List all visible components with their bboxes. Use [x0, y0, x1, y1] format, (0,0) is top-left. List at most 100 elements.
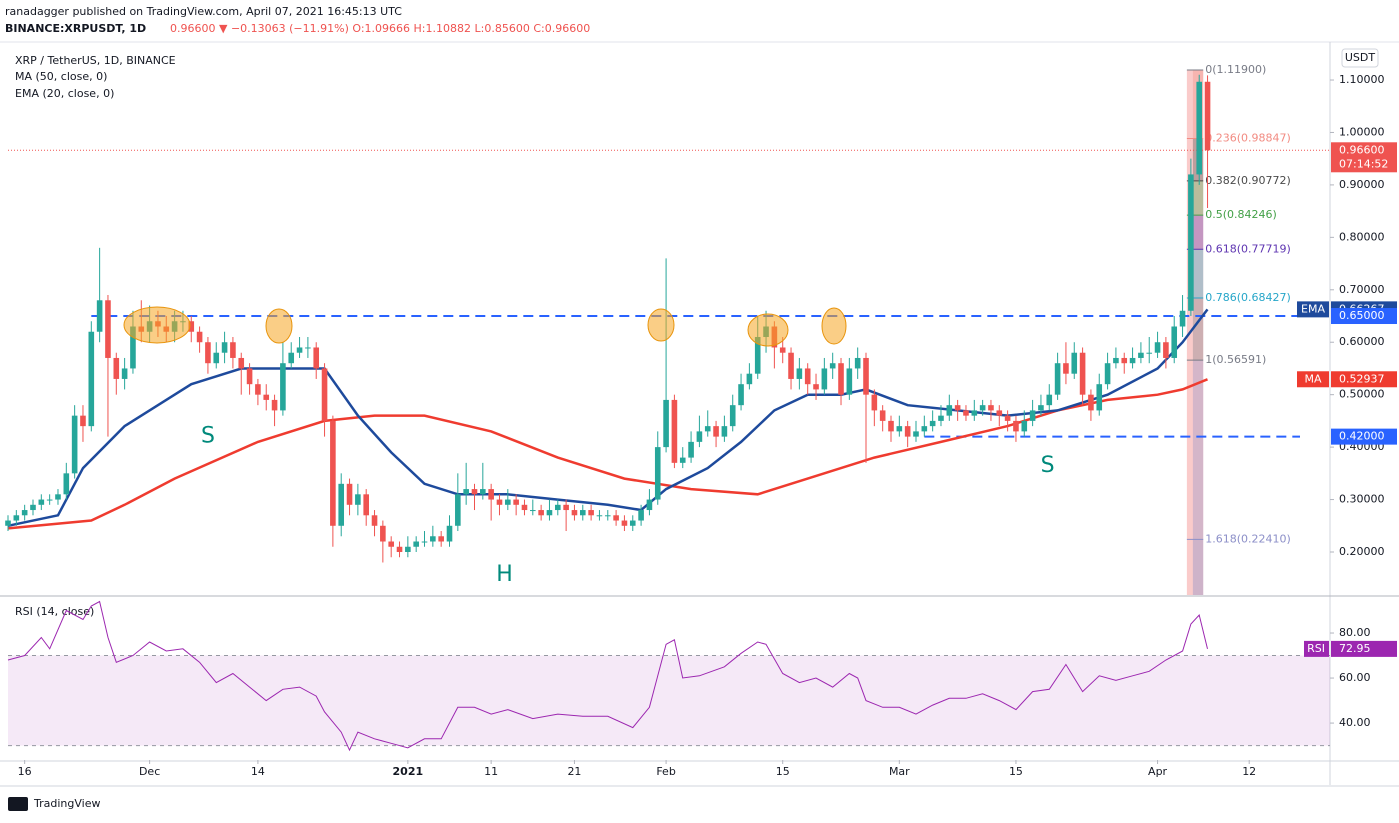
candle-body	[296, 347, 303, 353]
price-badge-label: 0.42000	[1339, 430, 1385, 443]
rsi-badge-label: 72.95	[1339, 642, 1371, 655]
candle-body	[746, 373, 753, 385]
rsi-line	[7, 600, 1208, 752]
candle-body	[255, 384, 261, 395]
x-tick-label: 21	[567, 765, 581, 778]
candle-body	[321, 368, 328, 421]
candle-body	[1004, 415, 1011, 421]
candle-body	[604, 515, 611, 517]
candle-body	[679, 457, 686, 463]
candle-body	[396, 546, 403, 552]
candle-body	[1071, 352, 1078, 374]
candle-body	[1046, 394, 1053, 406]
candle-body	[1063, 363, 1069, 374]
candle-body	[388, 541, 394, 547]
fib-label: 0.382(0.90772)	[1205, 174, 1291, 187]
candle-body	[638, 510, 644, 521]
countdown: 07:14:52	[1339, 157, 1388, 170]
candle-body	[738, 384, 744, 406]
fib-label: 0(1.11900)	[1205, 63, 1266, 76]
highlight	[647, 308, 675, 342]
candle-body	[1079, 352, 1086, 395]
highlight	[821, 307, 847, 345]
candle-body	[871, 394, 878, 411]
candle-body	[1163, 342, 1169, 358]
candle-body	[5, 520, 11, 526]
price-badge-label: 0.52937	[1339, 372, 1385, 385]
candle-body	[579, 510, 586, 516]
candle-body	[829, 363, 836, 369]
highlight	[747, 313, 789, 347]
candle-body	[696, 431, 703, 442]
y-tick-label: 0.60000	[1339, 335, 1385, 348]
fib-band	[1192, 180, 1204, 216]
fib-tail	[1192, 539, 1204, 595]
rsi-band	[8, 655, 1330, 746]
rsi-title: RSI (14, close)	[15, 605, 94, 618]
candle-body	[779, 347, 786, 353]
candle-body	[280, 363, 286, 411]
candle-body	[55, 494, 61, 500]
candle-body	[929, 420, 936, 427]
x-tick-label: 15	[776, 765, 790, 778]
fib-label: 1(0.56591)	[1205, 353, 1266, 366]
candle-body	[1196, 81, 1203, 175]
candle-body	[438, 536, 444, 542]
candle-body	[246, 368, 253, 385]
candle-body	[313, 347, 320, 369]
candle-body	[788, 352, 794, 379]
x-tick-label: 14	[251, 765, 265, 778]
currency-box	[1341, 48, 1379, 68]
price-badge	[1331, 371, 1397, 388]
candle-body	[221, 342, 228, 353]
annotation: H	[496, 562, 513, 587]
candle-body	[305, 347, 311, 349]
candle-body	[629, 520, 636, 526]
candle-body	[413, 541, 419, 547]
candle-body	[688, 441, 694, 458]
candle-body	[713, 426, 719, 437]
candle-body	[563, 504, 569, 511]
candle-body	[896, 426, 903, 432]
symbol: BINANCE:XRPUSDT, 1D	[5, 22, 146, 35]
candle-body	[496, 499, 503, 505]
candle-body	[1054, 363, 1061, 395]
candle-body	[921, 426, 928, 432]
highlight	[265, 308, 293, 344]
candle-body	[1129, 357, 1136, 364]
candle-body	[613, 515, 619, 521]
candle-body	[938, 415, 944, 421]
x-tick-label: Apr	[1148, 765, 1168, 778]
x-tick-label: Mar	[889, 765, 910, 778]
legend-title: XRP / TetherUS, 1D, BINANCE	[15, 54, 176, 67]
candle-body	[596, 515, 603, 517]
candle-body	[821, 368, 828, 390]
candle-body	[646, 499, 653, 511]
y-tick-label: 0.50000	[1339, 388, 1385, 401]
candle-body	[471, 489, 478, 495]
tag-label: EMA	[1301, 302, 1325, 315]
candle-body	[405, 546, 411, 552]
candle-body	[355, 494, 361, 505]
x-tick-label: 16	[18, 765, 32, 778]
quote: 0.96600 ▼ −0.13063 (−11.91%) O:1.09666 H…	[170, 22, 590, 35]
rsi-tag: RSI	[1307, 642, 1325, 655]
candle-body	[904, 426, 911, 437]
candle-body	[380, 525, 386, 542]
candle-body	[913, 431, 919, 437]
x-tick-label: 15	[1009, 765, 1023, 778]
candle-body	[430, 536, 436, 542]
candle-body	[330, 420, 336, 526]
y-tick-label: 1.10000	[1339, 73, 1385, 86]
price-badge-label: 0.96600	[1339, 143, 1385, 156]
logo	[8, 797, 28, 811]
highlights	[123, 306, 847, 347]
candle-body	[521, 504, 528, 511]
fib-label: 0.5(0.84246)	[1205, 208, 1277, 221]
fib-band	[1192, 360, 1204, 540]
candle-body	[588, 510, 594, 516]
candle-body	[671, 399, 678, 463]
candle-body	[996, 410, 1003, 416]
candle-body	[288, 352, 295, 364]
candle-body	[1146, 352, 1153, 354]
